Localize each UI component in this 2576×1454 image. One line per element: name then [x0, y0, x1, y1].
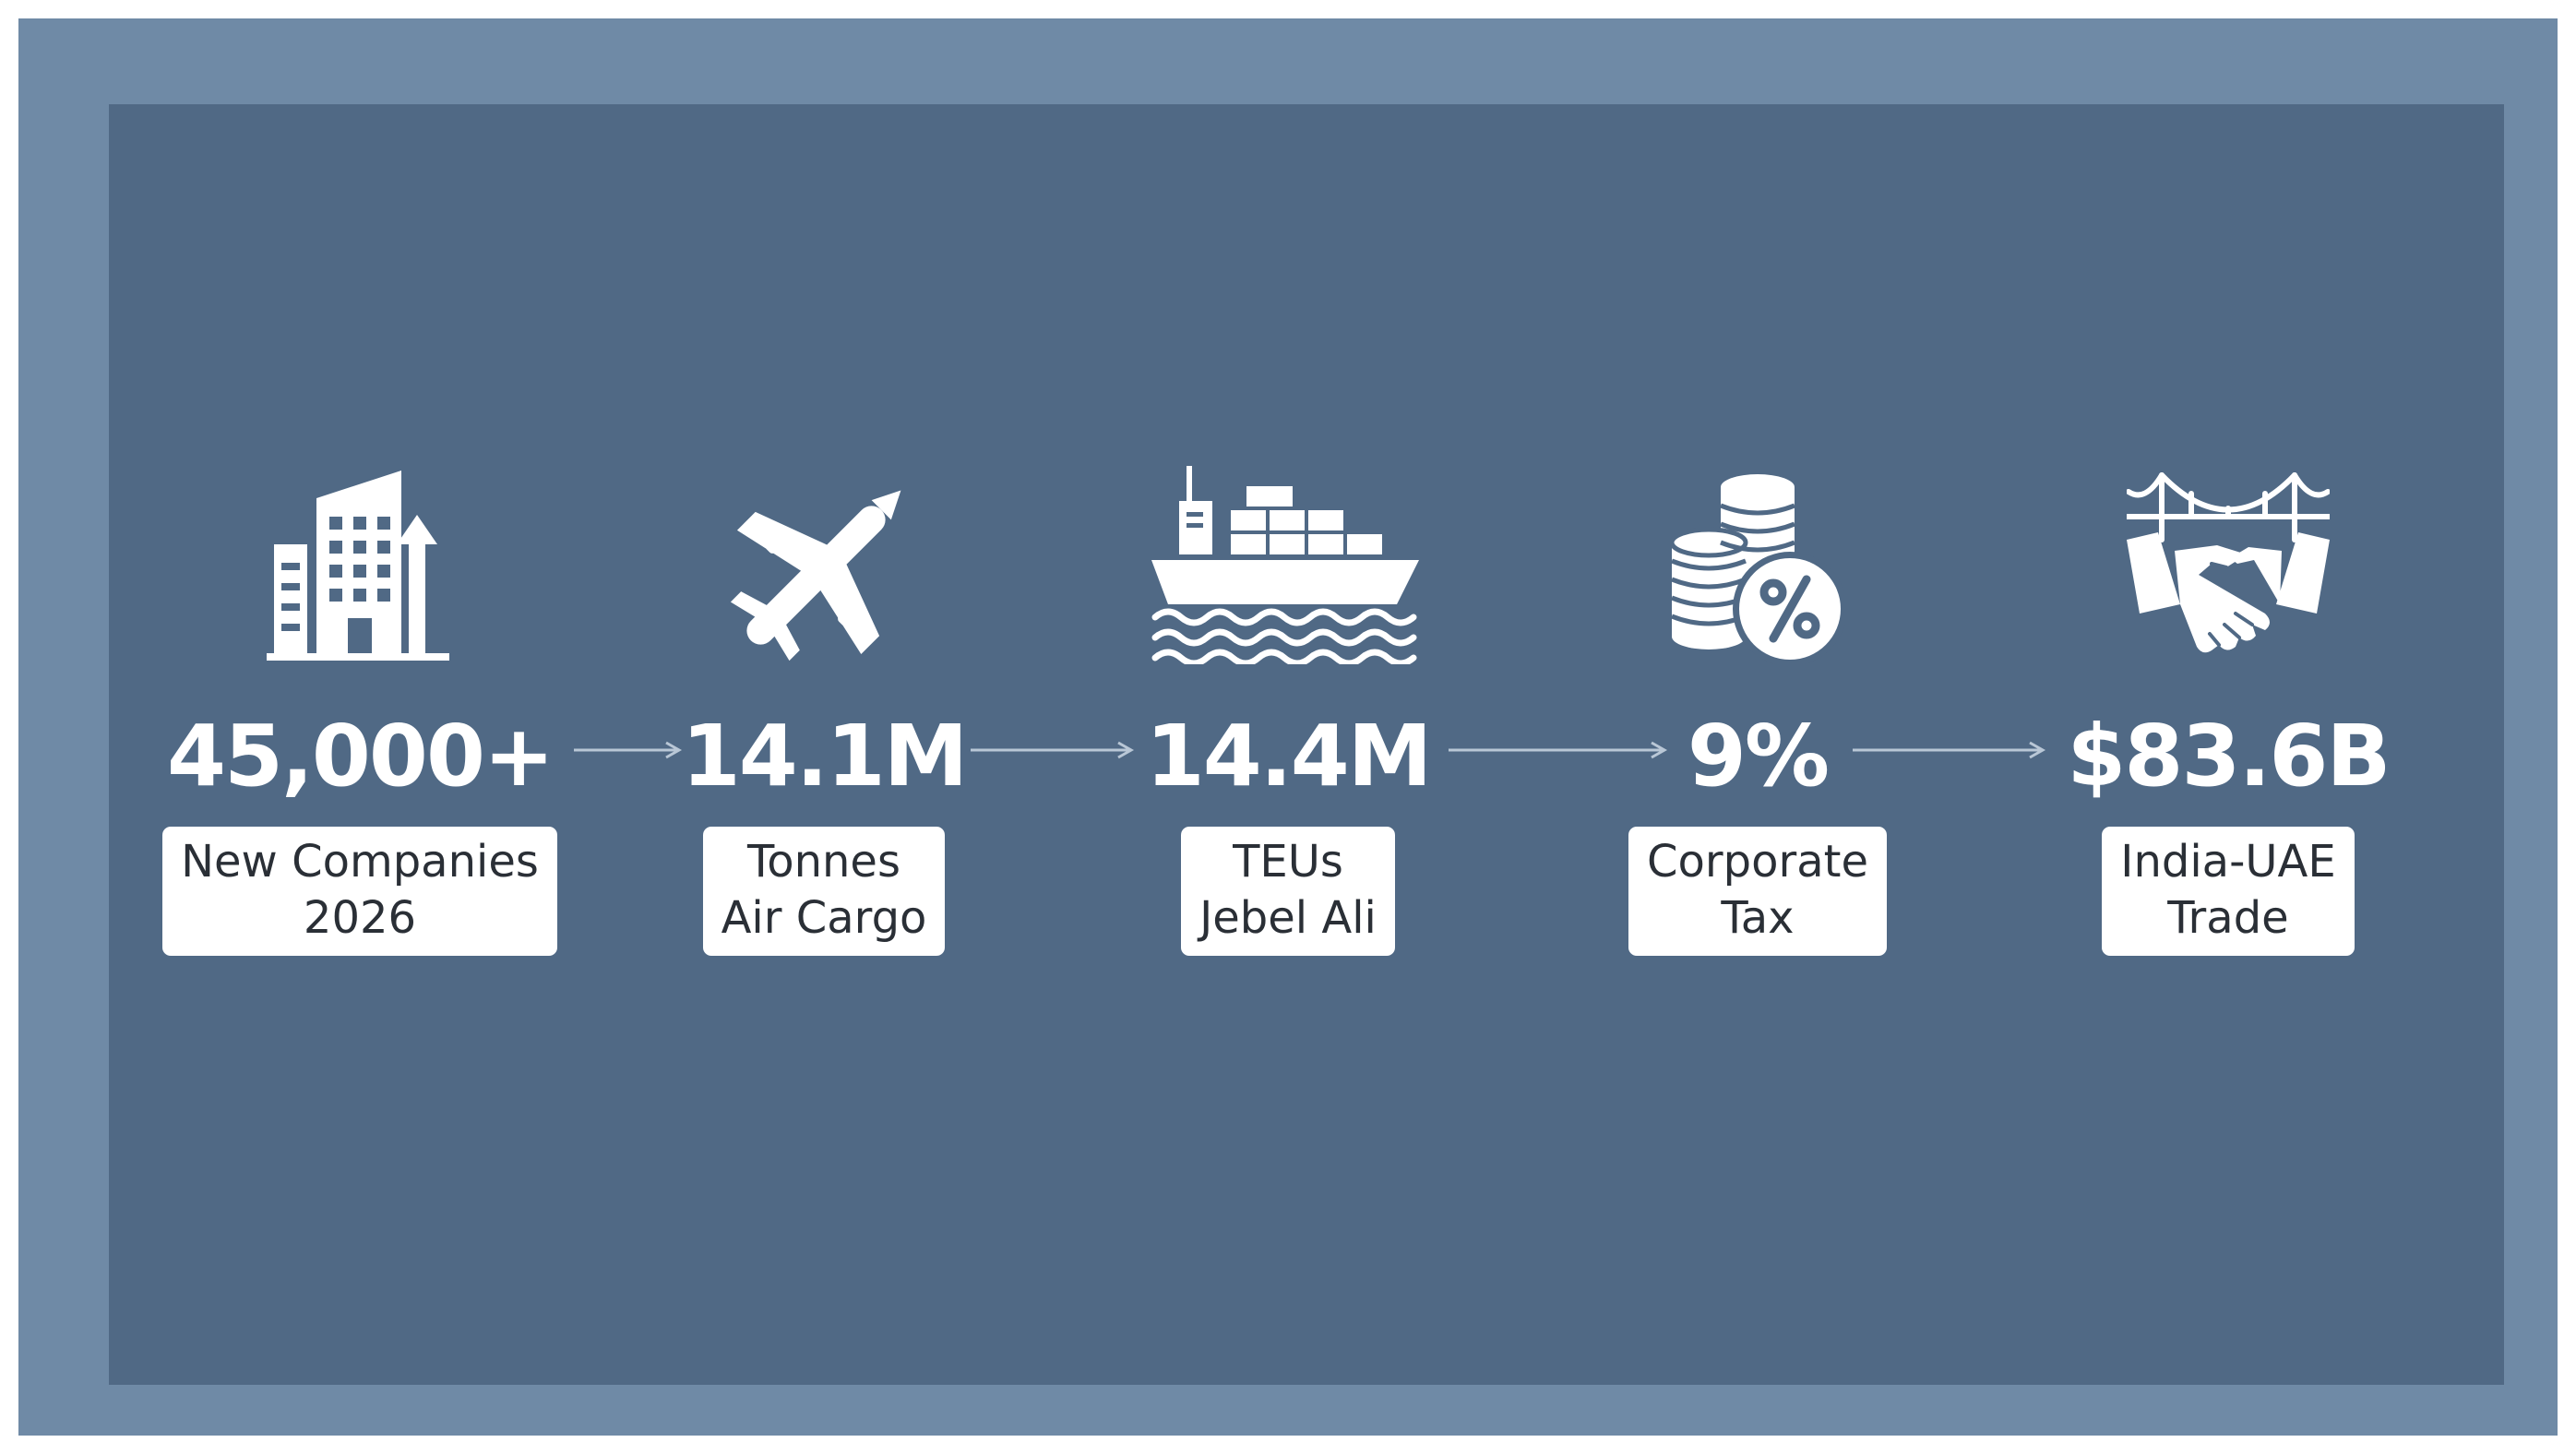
- stat-label-line2: Trade: [2167, 892, 2289, 944]
- stat-label-line2: Tax: [1721, 892, 1795, 944]
- infographic-panel: [109, 104, 2504, 1385]
- stat-value: $83.6B: [2067, 707, 2391, 805]
- stat-label-line2: 2026: [303, 892, 417, 944]
- stat-label: New Companies 2026: [162, 827, 557, 956]
- stat-corporate-tax: 9% Corporate Tax: [1481, 466, 2034, 956]
- container-ship-icon: [1011, 466, 1565, 664]
- stat-label: Corporate Tax: [1628, 827, 1887, 956]
- flow-arrow: [574, 741, 683, 759]
- stat-air-cargo: 14.1M Tonnes Air Cargo: [547, 466, 1101, 956]
- stat-new-companies: 45,000+ New Companies 2026: [83, 466, 637, 956]
- flow-arrow: [1853, 741, 2046, 759]
- bridge-handshake-icon: [1951, 466, 2505, 664]
- stat-label: Tonnes Air Cargo: [702, 827, 946, 956]
- flow-arrow: [971, 741, 1135, 759]
- stat-value: 9%: [1687, 707, 1830, 805]
- stat-label-line1: India-UAE: [2120, 836, 2336, 888]
- outer-frame: [18, 18, 2558, 1436]
- stat-label-line1: New Companies: [181, 836, 539, 888]
- airplane-icon: [547, 466, 1101, 664]
- stat-label-line1: Corporate: [1647, 836, 1868, 888]
- coins-percent-icon: [1481, 466, 2034, 664]
- stat-value: 45,000+: [166, 707, 555, 805]
- stat-label: India-UAE Trade: [2102, 827, 2355, 956]
- stat-label-line2: Jebel Ali: [1199, 892, 1377, 944]
- stat-teus: 14.4M TEUs Jebel Ali: [1011, 466, 1565, 956]
- buildings-growth-icon: [83, 466, 637, 664]
- stat-label-line1: TEUs: [1233, 836, 1343, 888]
- flow-arrow: [1449, 741, 1668, 759]
- stat-label-line1: Tonnes: [747, 836, 900, 888]
- stat-label: TEUs Jebel Ali: [1181, 827, 1395, 956]
- stat-value: 14.1M: [681, 707, 969, 805]
- stat-value: 14.4M: [1145, 707, 1433, 805]
- stat-label-line2: Air Cargo: [721, 892, 927, 944]
- stat-india-uae-trade: $83.6B India-UAE Trade: [1951, 466, 2505, 956]
